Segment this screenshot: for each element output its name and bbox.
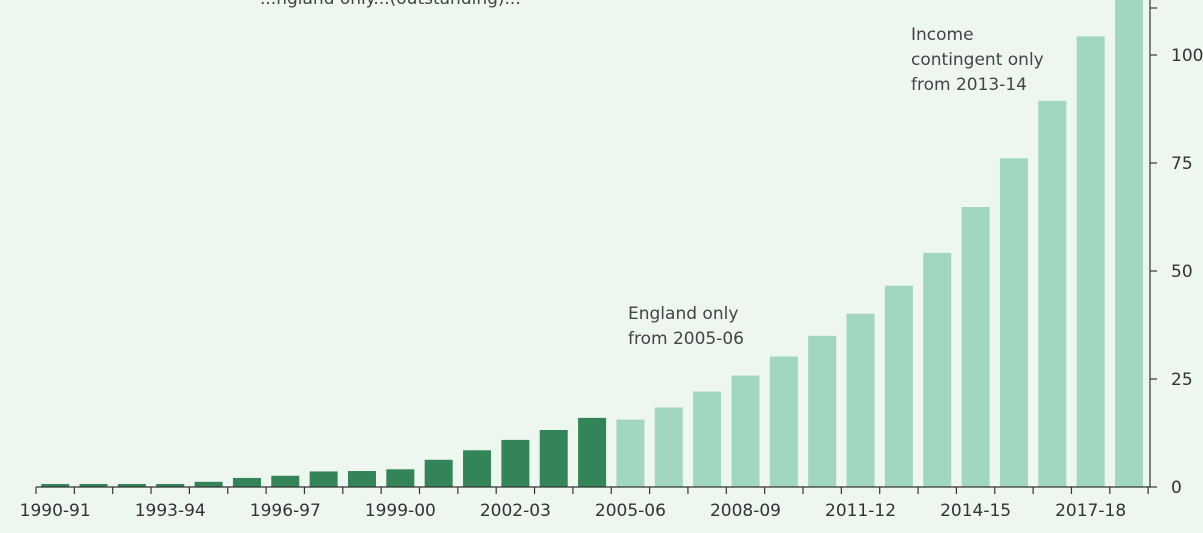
bar-1997-98 [309, 471, 338, 487]
bar-2006-07 [654, 407, 683, 487]
bar-2000-01 [424, 459, 453, 487]
bar-1999-00 [386, 469, 415, 487]
bar-1993-94 [156, 483, 185, 487]
annotation-line: England only [628, 304, 738, 324]
x-tick-label: 1990-91 [20, 501, 91, 521]
y-axis-ticks: 0 25 50 75 100 [1150, 7, 1203, 498]
bar-2007-08 [693, 391, 722, 487]
bar-2003-04 [539, 429, 568, 487]
annotations: England only from 2005-06 Income contingent… [260, 0, 1044, 349]
y-tick-label: 50 [1171, 262, 1193, 282]
bar-2012-13 [884, 285, 913, 487]
bar-2001-02 [463, 450, 492, 487]
bar-2010-11 [808, 335, 837, 487]
bars-group [41, 0, 1143, 488]
x-tick-label: 2014-15 [940, 501, 1011, 521]
bar-2015-16 [999, 158, 1028, 487]
bar-1998-99 [347, 471, 376, 487]
x-tick-label: 2005-06 [595, 501, 666, 521]
bar-2018-19 [1114, 0, 1143, 488]
bar-2014-15 [961, 207, 990, 487]
x-tick-label: 2011-12 [825, 501, 896, 521]
y-tick-label: 100 [1171, 46, 1203, 66]
x-tick-label: 2017-18 [1055, 501, 1126, 521]
x-tick-label: 2002-03 [480, 501, 551, 521]
bar-1992-93 [117, 483, 146, 487]
bar-1995-96 [232, 477, 261, 487]
bar-2011-12 [846, 313, 875, 487]
bar-2017-18 [1076, 36, 1105, 488]
bar-1990-91 [41, 483, 70, 487]
bar-1994-95 [194, 481, 223, 487]
bar-1991-92 [79, 483, 108, 487]
y-tick-label: 75 [1171, 154, 1193, 174]
annotation-line: Income [911, 25, 974, 45]
x-tick-label: 2008-09 [710, 501, 781, 521]
x-tick-label: 1999-00 [365, 501, 436, 521]
bar-2004-05 [578, 417, 607, 487]
bar-2016-17 [1038, 100, 1067, 487]
x-tick-label: 1996-97 [250, 501, 321, 521]
annotation-line: from 2013-14 [911, 75, 1027, 95]
bar-2002-03 [501, 439, 530, 487]
annotation-line: from 2005-06 [628, 329, 744, 349]
x-tick-label: 1993-94 [135, 501, 206, 521]
annotation-line: contingent only [911, 50, 1044, 70]
y-tick-label: 25 [1171, 370, 1193, 390]
y-tick-label: 0 [1171, 478, 1182, 498]
bar-2013-14 [923, 252, 952, 487]
bar-2005-06 [616, 419, 645, 487]
clipped-title-text: ...ngland only...(outstanding)... [260, 0, 521, 9]
bar-2009-10 [769, 356, 798, 487]
bar-1996-97 [271, 475, 300, 487]
x-axis-ticks: 1990-91 1993-94 1996-97 1999-00 2002-03 2005-… [20, 487, 1149, 521]
bar-2008-09 [731, 375, 760, 487]
